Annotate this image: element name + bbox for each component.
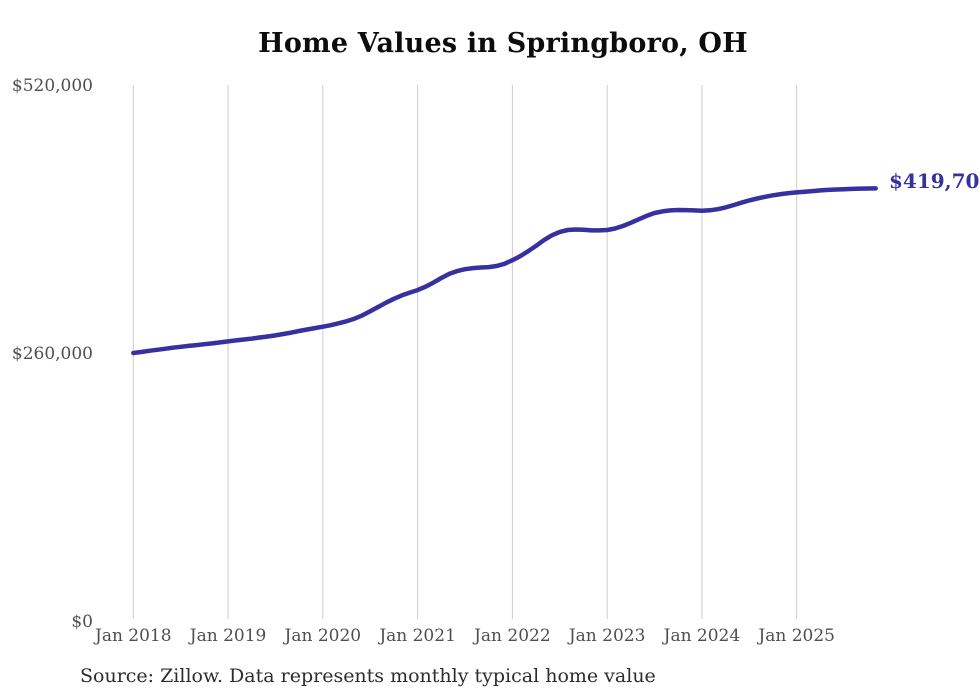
home-value-line: [131, 186, 878, 356]
x-tick-label: Jan 2019: [188, 626, 267, 646]
x-axis-tick-labels: Jan 2018 Jan 2019 Jan 2020 Jan 2021 Jan 2022…: [93, 626, 835, 646]
y-tick-label: $520,000: [12, 76, 93, 96]
y-tick-label: $0: [71, 612, 93, 632]
x-tick-label: Jan 2018: [93, 626, 172, 646]
x-tick-label: Jan 2025: [756, 626, 835, 646]
chart-title: Home Values in Springboro, OH: [258, 28, 748, 59]
x-tick-label: Jan 2024: [662, 626, 741, 646]
x-tick-label: Jan 2020: [283, 626, 362, 646]
gridlines: [132, 85, 798, 619]
y-tick-label: $260,000: [12, 344, 93, 364]
x-tick-label: Jan 2022: [472, 626, 551, 646]
x-tick-label: Jan 2023: [567, 626, 646, 646]
source-note: Source: Zillow. Data represents monthly …: [80, 665, 656, 687]
x-tick-label: Jan 2021: [377, 626, 456, 646]
y-axis-tick-labels: $520,000 $260,000 $0: [12, 76, 93, 632]
latest-value-label: $419,708: [889, 169, 980, 193]
